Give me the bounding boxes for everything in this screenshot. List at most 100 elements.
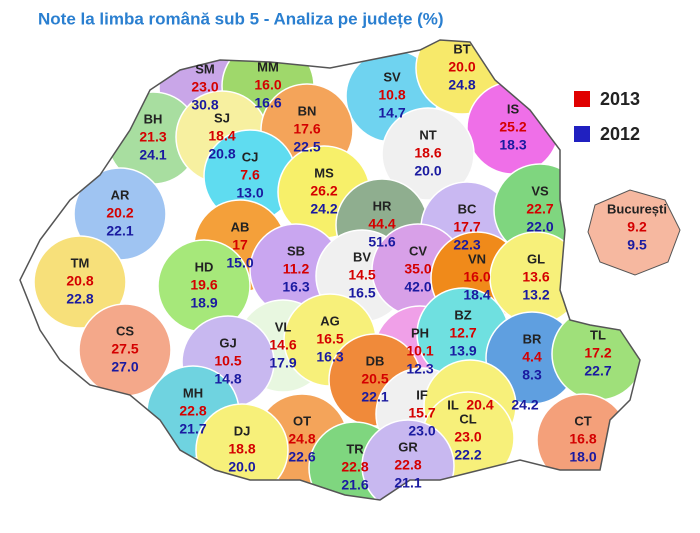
- value-2012: 24.8: [448, 77, 475, 93]
- value-2012: 15.0: [226, 255, 253, 271]
- county-code: MM: [257, 59, 279, 74]
- value-2012: 22.1: [106, 223, 133, 239]
- value-2012: 22.7: [584, 363, 611, 379]
- value-2013: 14.5: [348, 267, 375, 283]
- county-code: AG: [320, 313, 340, 328]
- county-code: DB: [366, 353, 385, 368]
- county-shape: [381, 107, 475, 201]
- value-2013: 22.8: [179, 403, 206, 419]
- county-code: VL: [275, 319, 292, 334]
- value-2012: 14.7: [378, 105, 405, 121]
- value-2013: 20.4: [466, 397, 493, 413]
- value-2012: 21.7: [179, 421, 206, 437]
- value-2012: 21.1: [394, 475, 421, 491]
- value-2013: 16.0: [463, 269, 490, 285]
- county-code: MS: [314, 165, 334, 180]
- value-2013: 21.3: [139, 129, 166, 145]
- county-code: OT: [293, 413, 311, 428]
- county-code: AB: [231, 219, 250, 234]
- value-2013: 22.8: [341, 459, 368, 475]
- county-code: BN: [298, 103, 317, 118]
- value-2012: 18.3: [499, 137, 526, 153]
- value-2012: 24.2: [310, 201, 337, 217]
- map-title: Note la limba română sub 5 - Analiza pe …: [38, 9, 444, 28]
- value-2013: 18.6: [414, 145, 441, 161]
- value-2013: 22.8: [394, 457, 421, 473]
- value-2013: 16.0: [254, 77, 281, 93]
- value-2013: 26.2: [310, 183, 337, 199]
- county-code: SM: [195, 61, 215, 76]
- value-2012: 22.2: [454, 447, 481, 463]
- value-2013: 17.6: [293, 121, 320, 137]
- value-2012: 16.3: [282, 279, 309, 295]
- value-2012: 18.4: [463, 287, 490, 303]
- value-2013: 16.8: [569, 431, 596, 447]
- value-2012: 20.0: [228, 459, 255, 475]
- value-2013: 23.0: [191, 79, 218, 95]
- county-code: GR: [398, 439, 418, 454]
- value-2013: 19.6: [190, 277, 217, 293]
- county-code: TM: [71, 255, 90, 270]
- county-code: IF: [416, 387, 428, 402]
- county-code: București: [607, 201, 667, 216]
- county-code: BT: [453, 41, 470, 56]
- value-2012: 24.2: [511, 397, 538, 413]
- value-2013: 20.5: [361, 371, 388, 387]
- county-code: CV: [409, 243, 427, 258]
- county-code: GJ: [219, 335, 236, 350]
- value-2013: 9.2: [627, 219, 647, 235]
- value-2013: 22.7: [526, 201, 553, 217]
- value-2013: 18.8: [228, 441, 255, 457]
- county-code: VS: [531, 183, 549, 198]
- county-code: HR: [373, 198, 392, 213]
- value-2012: 22.0: [526, 219, 553, 235]
- county-code: CS: [116, 323, 134, 338]
- value-2013: 25.2: [499, 119, 526, 135]
- value-2012: 27.0: [111, 359, 138, 375]
- value-2013: 4.4: [522, 349, 542, 365]
- value-2013: 10.5: [214, 353, 241, 369]
- value-2012: 42.0: [404, 279, 431, 295]
- bucharest-shape: [587, 189, 681, 276]
- value-2013: 24.8: [288, 431, 315, 447]
- value-2013: 11.2: [283, 261, 310, 277]
- county-code: CL: [459, 411, 476, 426]
- county-code: BZ: [454, 307, 471, 322]
- county-code: SB: [287, 243, 305, 258]
- value-2012: 20.0: [414, 163, 441, 179]
- county-code: IS: [507, 101, 520, 116]
- value-2013: 23.0: [454, 429, 481, 445]
- value-2013: 44.4: [368, 216, 395, 232]
- value-2012: 22.8: [66, 291, 93, 307]
- county-code: BH: [144, 111, 163, 126]
- value-2012: 22.5: [293, 139, 320, 155]
- value-2013: 20.0: [448, 59, 475, 75]
- county-code: GL: [527, 251, 545, 266]
- value-2012: 13.2: [522, 287, 549, 303]
- value-2013: 20.2: [106, 205, 133, 221]
- value-2013: 17.7: [453, 219, 480, 235]
- value-2012: 21.6: [341, 477, 368, 493]
- value-2012: 16.3: [316, 349, 343, 365]
- value-2013: 14.6: [269, 337, 296, 353]
- county-code: AR: [111, 187, 130, 202]
- value-2012: 16.6: [254, 95, 281, 111]
- value-2012: 9.5: [627, 237, 647, 253]
- value-2013: 35.0: [404, 261, 431, 277]
- county-code: DJ: [234, 423, 251, 438]
- county-code: BR: [523, 331, 542, 346]
- county-code: TL: [590, 327, 606, 342]
- county-code: BV: [353, 249, 371, 264]
- value-2012: 16.5: [348, 285, 375, 301]
- value-2012: 17.9: [269, 355, 296, 371]
- value-2012: 18.9: [190, 295, 217, 311]
- county-fills: [33, 40, 640, 500]
- value-2013: 27.5: [111, 341, 138, 357]
- county-shape: [33, 235, 127, 329]
- value-2013: 16.5: [316, 331, 343, 347]
- county-code: SV: [383, 69, 401, 84]
- legend-swatch: [574, 91, 590, 107]
- value-2012: 22.3: [453, 237, 480, 253]
- legend-label: 2012: [600, 124, 640, 144]
- county-code: CJ: [242, 149, 259, 164]
